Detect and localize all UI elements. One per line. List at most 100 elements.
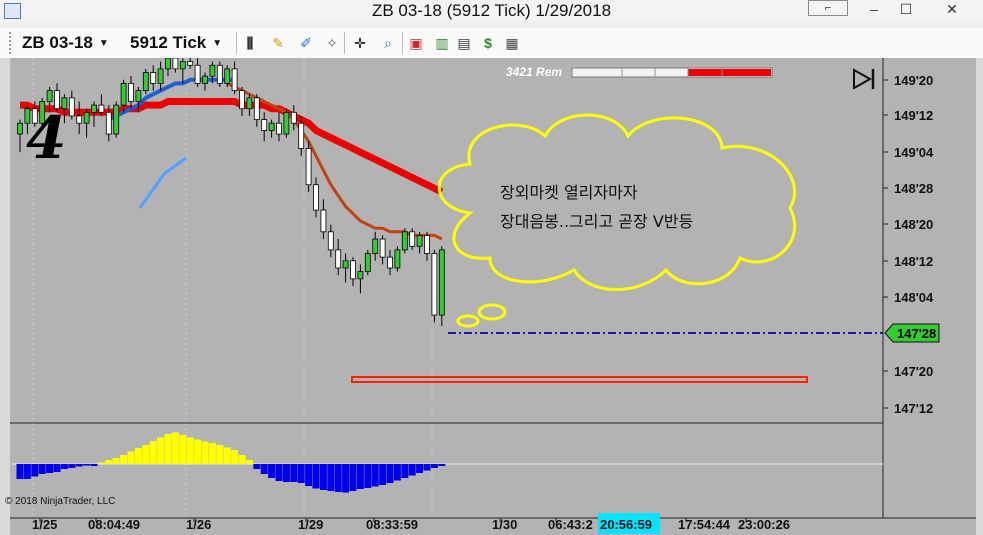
thought-bubble[interactable] [437,113,797,328]
histogram-bar [194,439,202,464]
close-button[interactable]: ✕ [946,1,958,17]
candle-body [276,122,282,135]
support-box[interactable] [351,376,808,383]
histogram-bar [349,464,357,491]
price-axis-labels: 149'20 149'12 149'04 148'28 148'20 148'12 148'… [883,73,934,416]
histogram-bar [290,464,298,482]
histogram-bar [83,464,91,466]
interval-selector[interactable]: 5912 Tick ▼ [130,32,222,54]
chart-panel[interactable]: 4 3421 Rem 149'20 149'12 149'04 148'28 148'2… [0,58,983,535]
histogram-bar [60,464,68,469]
instrument-label: ZB 03-18 [22,33,93,52]
candle-body [320,209,327,233]
histogram-bar [386,464,394,483]
candle-body [150,72,157,84]
moving-average-line [107,77,235,122]
candle-body [298,122,305,149]
pencil-draw-icon[interactable]: ✎ [272,35,284,51]
strategy-icon[interactable]: ▣ [409,35,423,51]
time-tick-label: 23:00:26 [738,517,790,532]
candle-body [83,111,90,124]
maximize-button[interactable]: ☐ [899,1,913,17]
time-tick-label: 06:43:2 [548,517,593,532]
title-bar: ZB 03-18 (5912 Tick) 1/29/2018 ⌐ – ☐ ✕ [0,0,983,22]
candle-body [165,58,171,70]
candle-body [424,235,430,254]
crosshair-icon[interactable]: ✛ [354,35,366,51]
histogram-bar [120,455,128,464]
histogram-bar [16,464,24,479]
minimize-button[interactable]: – [870,1,878,17]
toolbar-grip[interactable] [9,32,14,54]
left-border [0,58,10,535]
histogram-bar [53,464,61,472]
candle-body [194,64,201,84]
candle-body [224,68,231,84]
histogram-bar [90,464,98,466]
bar-timer-label: 3421 Rem [506,65,562,79]
histogram-bars [16,432,446,493]
data-box-icon[interactable]: ▤ [457,35,471,51]
time-tick-label: 1/25 [32,517,57,532]
histogram-bar [327,464,335,491]
candle-body [253,97,260,120]
time-tick-label: 17:54:44 [678,517,731,532]
dollar-icon[interactable]: $ [484,35,492,51]
wand-icon[interactable]: ✧ [326,35,338,51]
price-tick-label: 147'12 [894,401,933,416]
chevron-down-icon: ▼ [212,37,223,49]
instrument-selector[interactable]: ZB 03-18 ▼ [22,32,109,54]
histogram-bar [75,464,83,467]
time-axis-labels: 1/25 08:04:49 1/26 1/29 08:33:59 1/30 06:43:2 2… [32,513,790,534]
annotation-text: 장외마켓 열리자마자 장대음봉..그리고 곧장 V반등 [500,178,693,236]
candle-body [438,249,445,316]
histogram-bar [157,437,165,464]
properties-icon[interactable]: ▦ [505,35,519,51]
time-tick-label: 20:56:59 [600,517,652,532]
toolbar-divider [344,32,345,54]
scroll-to-end-icon[interactable] [853,68,875,90]
time-tick-label: 1/29 [298,517,323,532]
candle-body [46,90,53,102]
zoom-icon[interactable]: ⌕ [384,35,392,51]
histogram-bar [149,441,157,464]
last-price-badge: 147'28 [884,323,940,343]
panel-number-label: 4 [26,104,66,172]
chevron-down-icon: ▼ [98,37,109,49]
histogram-bar [253,464,261,469]
candle-body [327,231,334,251]
candle-body [350,260,356,280]
histogram-bar [105,460,113,464]
candle-body [39,101,46,124]
histogram-bar [416,464,424,473]
candle-body [335,249,342,269]
restore-tab-button[interactable]: ⌐ [808,0,848,16]
annotation-line-2: 장대음봉..그리고 곧장 V반등 [500,212,694,231]
candle-body [24,108,31,124]
price-tick-label: 148'20 [894,217,933,232]
candle-body [268,122,275,131]
candle-body [305,148,312,186]
candle-body [394,249,401,269]
candle-body [61,97,68,110]
moving-average-line [20,98,444,196]
current-time-highlight [598,513,660,534]
histogram-bar [282,464,290,482]
histogram-bar [342,464,350,493]
app-icon [4,3,21,19]
histogram-bar [305,464,313,486]
interval-label: 5912 Tick [130,33,207,52]
histogram-bar [438,464,446,466]
candle-body [364,253,371,273]
price-tick-label: 149'20 [894,73,933,88]
histogram-bar [208,443,216,464]
histogram-bar [142,445,150,464]
chart-icon[interactable]: ▥ [435,35,449,51]
candle-body [409,231,416,247]
candle-body [17,122,23,135]
bars-type-icon[interactable]: ⫼ [246,35,254,51]
candle-body [216,64,223,84]
moving-average-highlight [138,156,187,209]
pin-icon[interactable]: ✐ [300,35,312,51]
histogram-bar [379,464,387,485]
